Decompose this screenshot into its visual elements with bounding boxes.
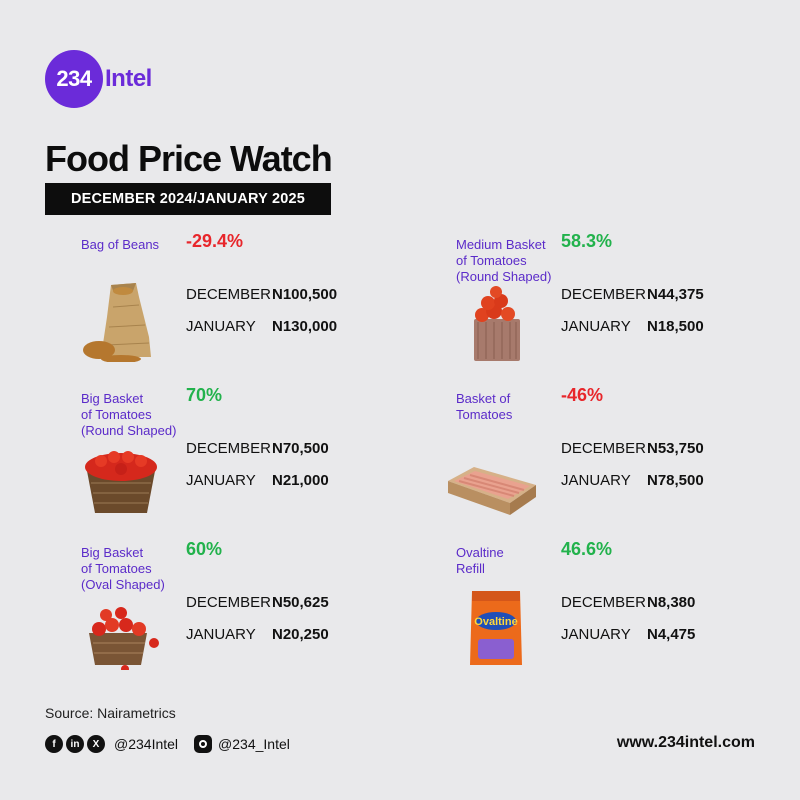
december-row: DECEMBERN53,750 bbox=[561, 440, 704, 457]
january-row: JANUARY N21,000 bbox=[186, 472, 329, 489]
month-label: DECEMBER bbox=[561, 286, 647, 303]
january-price: N4,475 bbox=[647, 626, 696, 643]
price-change: 46.6% bbox=[561, 539, 613, 559]
svg-text:Ovaltine: Ovaltine bbox=[474, 616, 517, 628]
facebook-icon[interactable]: f bbox=[45, 735, 63, 753]
december-row: DECEMBERN44,375 bbox=[561, 286, 704, 303]
month-label: JANUARY bbox=[561, 626, 631, 643]
january-price: N78,500 bbox=[647, 472, 704, 489]
tomato-crate-icon bbox=[448, 467, 536, 515]
period-banner: DECEMBER 2024/JANUARY 2025 bbox=[45, 183, 331, 215]
january-row: JANUARY N4,475 bbox=[561, 626, 695, 643]
december-price: N50,625 bbox=[272, 594, 329, 611]
item-name: Big Basket of Tomatoes (Round Shaped) bbox=[81, 391, 177, 438]
price-change: 60% bbox=[186, 539, 223, 559]
month-label: JANUARY bbox=[561, 472, 631, 489]
social-handles: f in X @234Intel @234_Intel bbox=[45, 735, 306, 753]
december-row: DECEMBERN8,380 bbox=[561, 594, 695, 611]
logo-word: Intel bbox=[105, 65, 152, 92]
price-change: -46% bbox=[561, 385, 604, 405]
price-card-big-basket-oval: Big Basket of Tomatoes (Oval Shaped) 60%… bbox=[45, 539, 345, 690]
december-row: DECEMBERN70,500 bbox=[186, 440, 329, 457]
website-link[interactable]: www.234intel.com bbox=[616, 734, 755, 751]
december-price: N53,750 bbox=[647, 440, 704, 457]
january-row: JANUARY N20,250 bbox=[186, 626, 329, 643]
january-row: JANUARY N130,000 bbox=[186, 318, 337, 335]
item-name: Ovaltine Refill bbox=[456, 545, 504, 576]
price-card-ovaltine: Ovaltine Refill 46.6% Ovaltine DECEMBERN… bbox=[420, 539, 720, 690]
month-label: DECEMBER bbox=[186, 286, 272, 303]
brand-logo: 234 Intel bbox=[45, 50, 152, 108]
linkedin-icon[interactable]: in bbox=[66, 735, 84, 753]
january-price: N20,250 bbox=[272, 626, 329, 643]
price-card-beans: Bag of Beans -29.4% DECEMBERN100,500 JAN… bbox=[45, 231, 345, 382]
price-change: 70% bbox=[186, 385, 223, 405]
month-label: JANUARY bbox=[186, 318, 256, 335]
x-icon[interactable]: X bbox=[87, 735, 105, 753]
social-handle-main[interactable]: @234Intel bbox=[114, 736, 179, 752]
december-price: N100,500 bbox=[272, 286, 338, 303]
month-label: DECEMBER bbox=[561, 440, 647, 457]
month-label: DECEMBER bbox=[186, 440, 272, 457]
december-price: N70,500 bbox=[272, 440, 329, 457]
january-row: JANUARY N18,500 bbox=[561, 318, 704, 335]
december-row: DECEMBERN100,500 bbox=[186, 286, 337, 303]
tomato-basket-icon bbox=[474, 286, 520, 361]
month-label: JANUARY bbox=[561, 318, 631, 335]
price-change: 58.3% bbox=[561, 231, 613, 251]
december-row: DECEMBERN50,625 bbox=[186, 594, 329, 611]
item-name: Big Basket of Tomatoes (Oval Shaped) bbox=[81, 545, 165, 592]
price-card-basket-tomatoes: Basket of Tomatoes -46% DECEMBERN53,750 … bbox=[420, 385, 720, 536]
month-label: JANUARY bbox=[186, 626, 256, 643]
tomato-basket-icon bbox=[85, 451, 157, 513]
january-price: N18,500 bbox=[647, 318, 704, 335]
month-label: JANUARY bbox=[186, 472, 256, 489]
december-price: N44,375 bbox=[647, 286, 704, 303]
source-note: Source: Nairametrics bbox=[45, 705, 176, 721]
january-price: N21,000 bbox=[272, 472, 329, 489]
price-change: -29.4% bbox=[186, 231, 244, 251]
social-handle-instagram[interactable]: @234_Intel bbox=[218, 736, 290, 752]
january-row: JANUARY N78,500 bbox=[561, 472, 704, 489]
month-label: DECEMBER bbox=[186, 594, 272, 611]
tomato-basket-icon bbox=[89, 607, 159, 670]
item-name: Bag of Beans bbox=[81, 237, 160, 252]
ovaltine-pack-icon: Ovaltine bbox=[470, 591, 522, 665]
item-name: Medium Basket of Tomatoes (Round Shaped) bbox=[456, 237, 552, 284]
item-name: Basket of Tomatoes bbox=[456, 391, 513, 422]
december-price: N8,380 bbox=[647, 594, 696, 611]
page-title: Food Price Watch bbox=[45, 138, 333, 179]
price-card-medium-basket-tomatoes: Medium Basket of Tomatoes (Round Shaped)… bbox=[420, 231, 720, 382]
january-price: N130,000 bbox=[272, 318, 338, 335]
price-card-big-basket-round: Big Basket of Tomatoes (Round Shaped) 70… bbox=[45, 385, 345, 536]
logo-circle: 234 bbox=[45, 50, 103, 108]
instagram-icon[interactable] bbox=[194, 735, 213, 753]
beans-sack-icon bbox=[83, 283, 151, 362]
month-label: DECEMBER bbox=[561, 594, 647, 611]
